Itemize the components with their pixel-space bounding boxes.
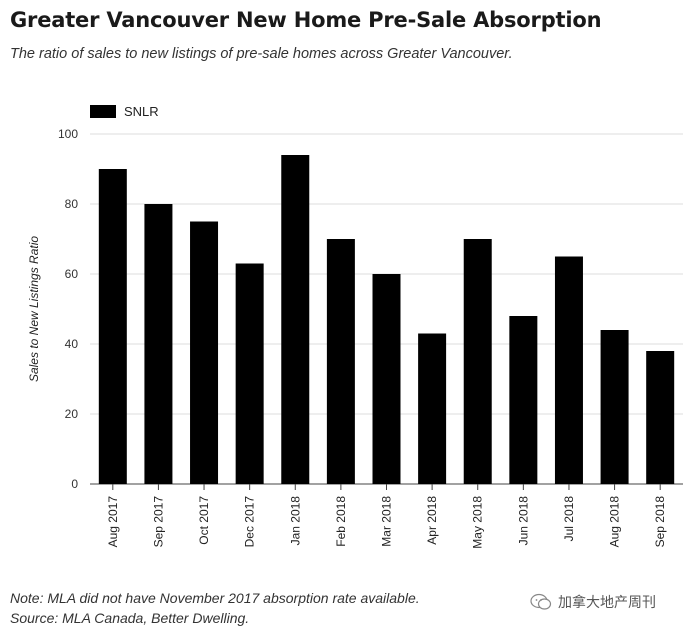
watermark: 加拿大地产周刊 bbox=[530, 592, 656, 612]
bar bbox=[418, 333, 447, 484]
x-tick-label: Jan 2018 bbox=[288, 496, 302, 546]
x-tick-label: Feb 2018 bbox=[334, 496, 348, 547]
y-tick-label: 100 bbox=[58, 127, 78, 141]
bar bbox=[554, 256, 583, 484]
bar bbox=[646, 351, 675, 484]
legend: SNLR bbox=[90, 104, 159, 119]
x-tick-label: Sep 2018 bbox=[653, 496, 667, 548]
y-tick-label: 60 bbox=[65, 267, 79, 281]
note-text: Note: MLA did not have November 2017 abs… bbox=[10, 590, 420, 606]
watermark-text: 加拿大地产周刊 bbox=[558, 594, 656, 610]
bar bbox=[190, 221, 219, 484]
y-tick-label: 40 bbox=[65, 337, 79, 351]
x-tick-label: Apr 2018 bbox=[425, 496, 439, 545]
bar bbox=[281, 155, 310, 484]
y-tick-label: 0 bbox=[71, 477, 78, 491]
x-tick-label: May 2018 bbox=[471, 496, 485, 549]
x-tick-label: Jul 2018 bbox=[562, 496, 576, 542]
x-tick-label: Dec 2017 bbox=[243, 496, 257, 548]
chart-title: Greater Vancouver New Home Pre-Sale Abso… bbox=[10, 8, 602, 32]
bar bbox=[98, 169, 127, 484]
source-text: Source: MLA Canada, Better Dwelling. bbox=[10, 610, 250, 626]
x-tick-label: Oct 2017 bbox=[197, 496, 211, 545]
x-tick-label: Aug 2017 bbox=[106, 496, 120, 548]
legend-label: SNLR bbox=[124, 104, 159, 119]
x-tick-label: Sep 2017 bbox=[151, 496, 165, 548]
bar bbox=[600, 330, 629, 484]
bar bbox=[509, 316, 538, 484]
chart-subtitle: The ratio of sales to new listings of pr… bbox=[10, 46, 513, 62]
y-tick-label: 80 bbox=[65, 197, 79, 211]
y-tick-label: 20 bbox=[65, 407, 79, 421]
bar-chart: 0 20 40 60 80 100 Sales to New Listings Ratio A… bbox=[27, 127, 683, 549]
x-tick-label: Mar 2018 bbox=[380, 496, 394, 547]
y-axis-label: Sales to New Listings Ratio bbox=[27, 236, 41, 382]
bar bbox=[326, 239, 355, 484]
legend-swatch bbox=[90, 105, 116, 118]
bar bbox=[372, 274, 401, 484]
footnote: Note: MLA did not have November 2017 abs… bbox=[10, 588, 420, 628]
bar bbox=[235, 263, 264, 484]
x-tick-label: Aug 2018 bbox=[608, 496, 622, 548]
wechat-icon bbox=[530, 593, 552, 610]
bar bbox=[463, 239, 492, 484]
bar bbox=[144, 204, 173, 484]
x-tick-label: Jun 2018 bbox=[516, 496, 530, 546]
